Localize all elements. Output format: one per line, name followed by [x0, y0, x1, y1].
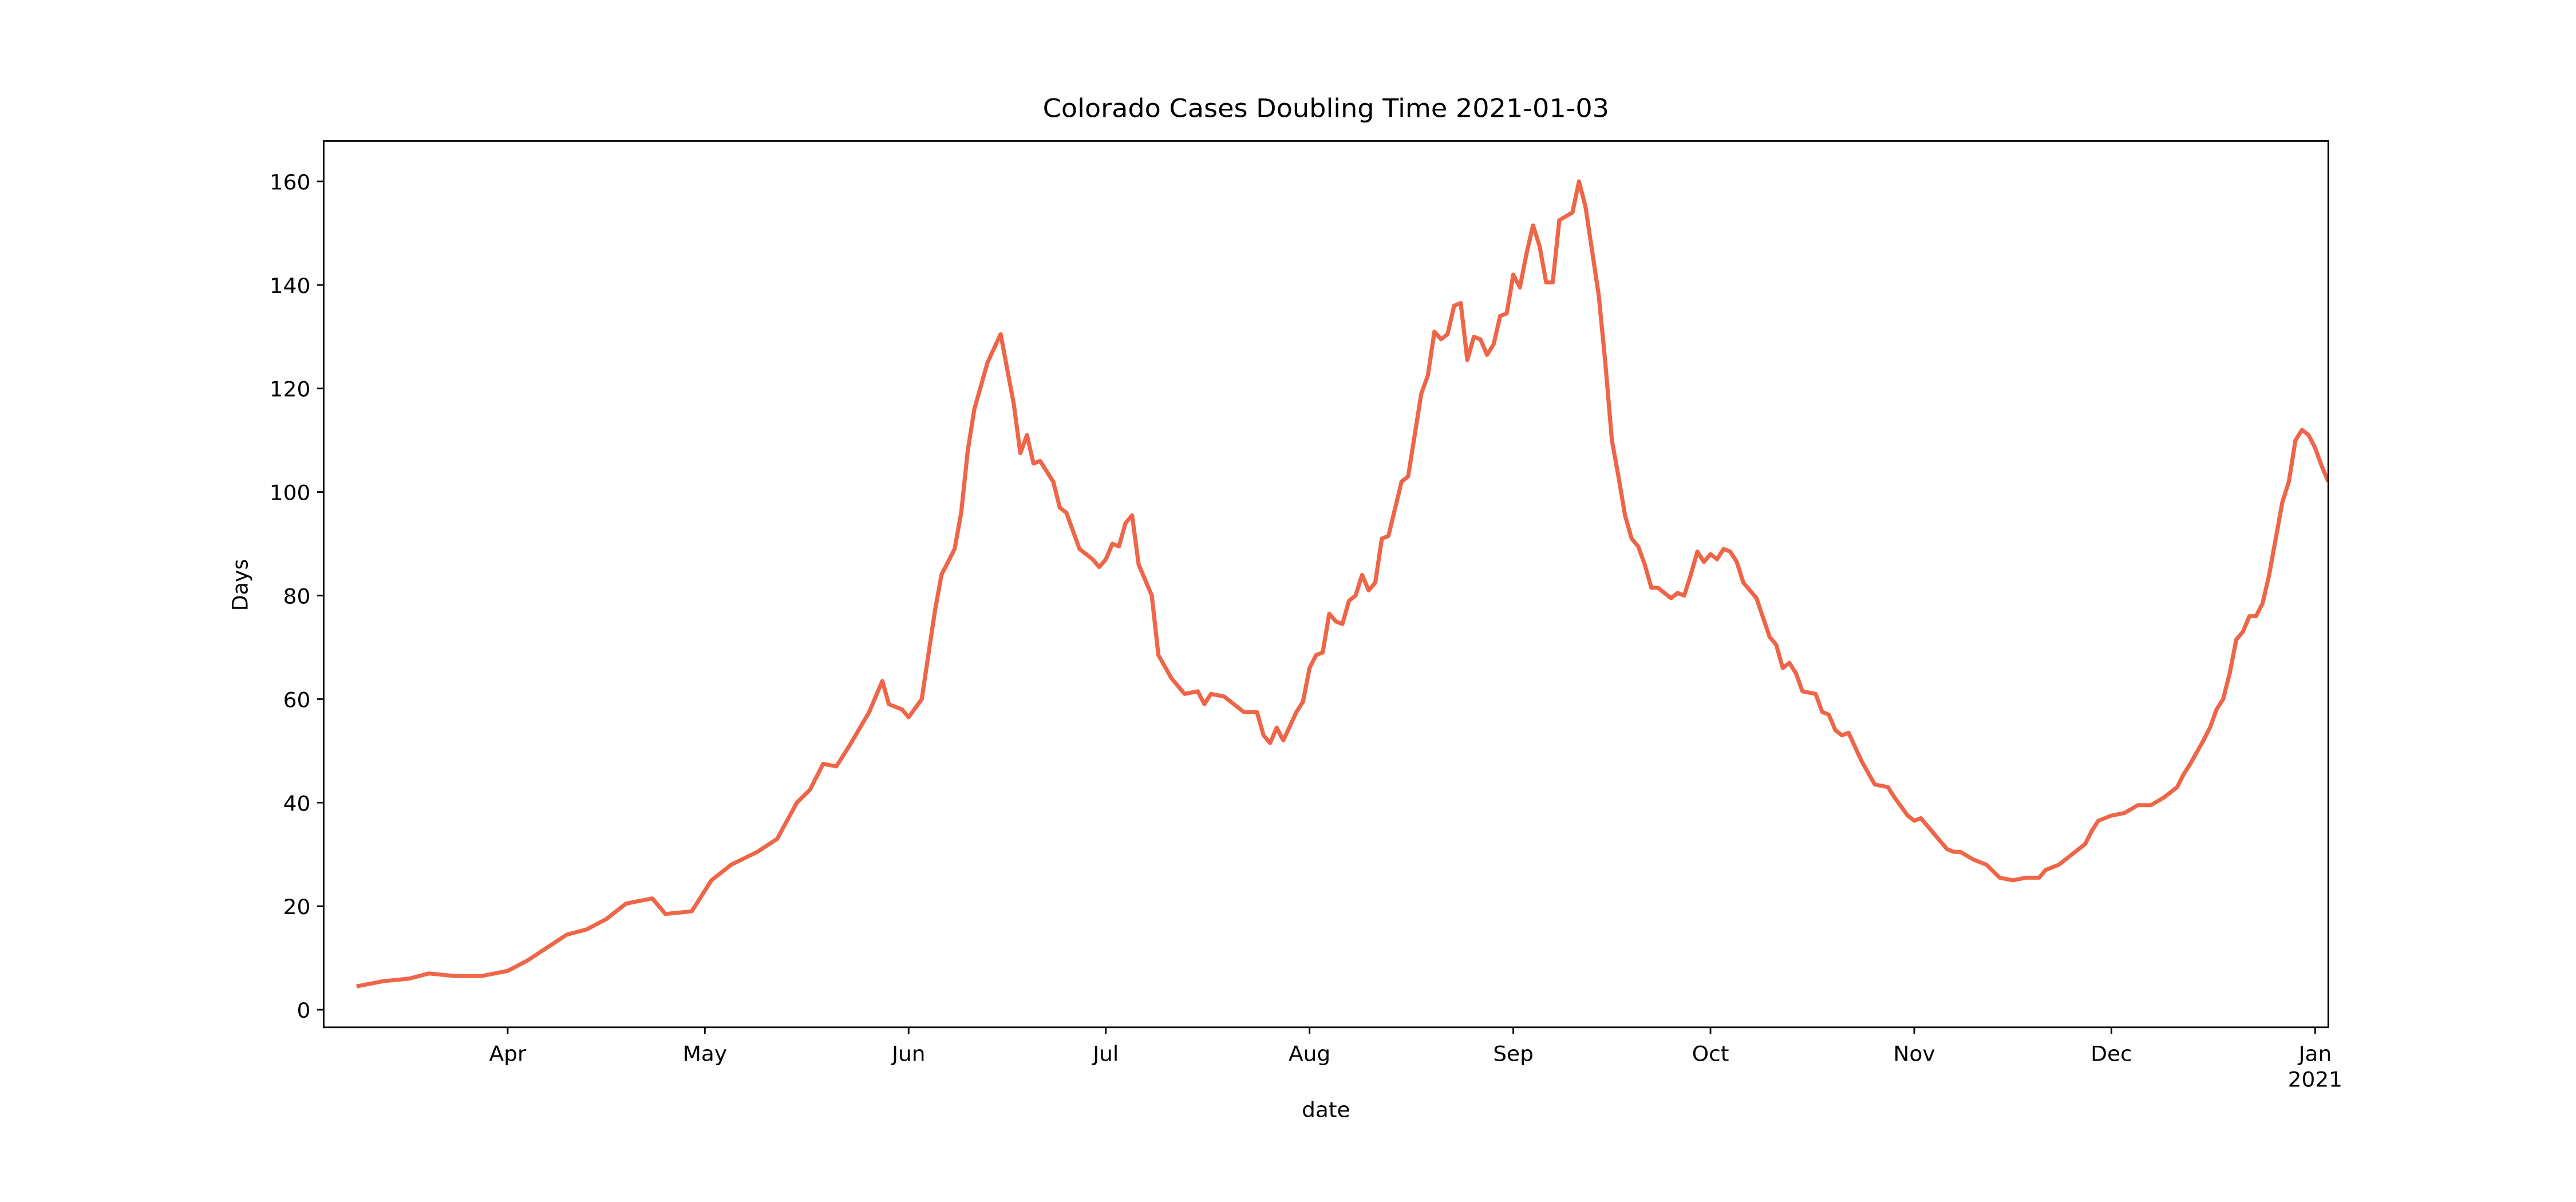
x-tick-label: Dec	[2091, 1042, 2132, 1066]
y-tick-label: 100	[270, 481, 311, 505]
x-tick-label: Apr	[489, 1042, 527, 1066]
chart-title: Colorado Cases Doubling Time 2021-01-03	[1043, 93, 1609, 123]
y-tick-label: 80	[283, 584, 311, 608]
x-tick-label: May	[683, 1042, 728, 1066]
plot-frame	[322, 140, 2329, 1029]
y-axis-label: Days	[228, 559, 253, 611]
y-tick-label: 160	[270, 170, 311, 194]
x-tick-label: Oct	[1692, 1042, 1729, 1066]
x-tick-label: Nov	[1893, 1042, 1935, 1066]
x-axis-label: date	[1302, 1098, 1350, 1122]
y-tick-label: 40	[283, 792, 311, 816]
x-tick-label: Sep	[1493, 1042, 1534, 1066]
data-line	[356, 179, 2329, 989]
y-tick-label: 20	[283, 895, 311, 919]
x-tick-label: Aug	[1289, 1042, 1330, 1066]
y-tick-label: 140	[270, 274, 311, 298]
y-tick-label: 120	[270, 377, 311, 401]
y-tick-label: 60	[283, 688, 311, 712]
y-tick-label: 0	[297, 999, 310, 1023]
x-tick-label: Jun	[891, 1042, 926, 1066]
x-tick-label: Jan 2021	[2288, 1042, 2342, 1092]
x-tick-label: Jul	[1092, 1042, 1119, 1066]
